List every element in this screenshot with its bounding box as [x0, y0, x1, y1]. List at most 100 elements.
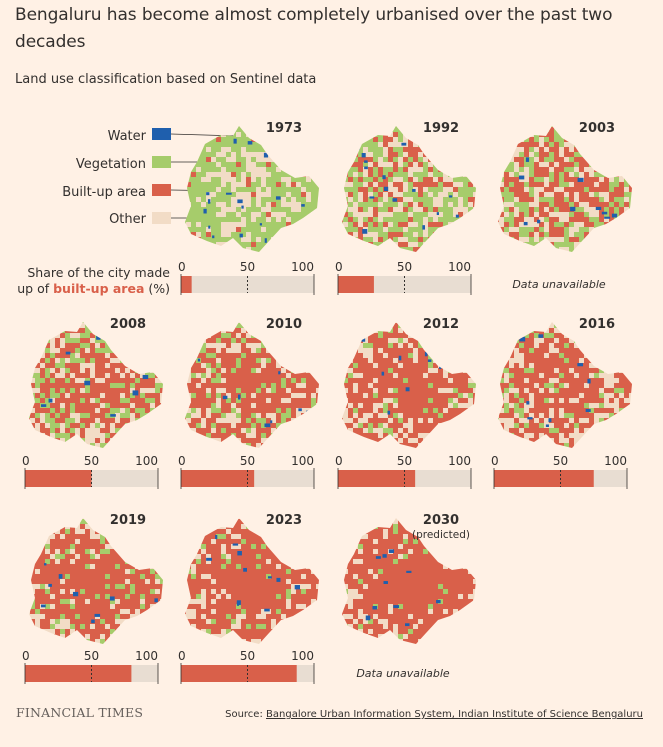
map-cell-1992: [463, 126, 468, 127]
map-cell-2023: [271, 539, 276, 544]
map-cell-2012: [413, 398, 418, 403]
map-cell-2003: [554, 182, 559, 187]
map-cell-2010: [261, 403, 266, 408]
map-cell-2010: [191, 343, 196, 348]
map-cell-1973: [291, 137, 296, 142]
map-cell-2010: [216, 423, 221, 428]
map-cell-2010: [266, 373, 271, 378]
map-cell-2023: [256, 519, 261, 524]
map-cell-2008: [110, 378, 115, 383]
map-cell-2010: [226, 383, 231, 388]
map-cell-2012: [473, 373, 476, 378]
map-cell-2003: [634, 237, 639, 242]
map-cell-1992: [368, 172, 373, 177]
tick-label-1973: 100: [291, 260, 314, 274]
map-cell-2010: [301, 338, 306, 343]
map-cell-1992: [468, 172, 473, 177]
map-cell-2008: [130, 383, 135, 388]
map-cell-2016: [498, 373, 499, 378]
map-cell-2008: [135, 443, 140, 448]
map-cell-1992: [473, 252, 478, 257]
map-cell-2016: [574, 393, 579, 398]
map-cell-2019: [70, 539, 75, 544]
map-cell-2019: [30, 564, 35, 569]
map-cell-2003: [609, 207, 614, 212]
map-cell-1992: [458, 137, 463, 142]
map-cell-1973: [201, 237, 206, 242]
map-cell-2003: [624, 137, 629, 142]
map-cell-2023: [211, 554, 216, 559]
map-cell-1992: [343, 237, 348, 242]
map-cell-2010: [271, 373, 276, 378]
map-cell-2008: [50, 438, 55, 443]
map-cell-2008: [110, 348, 115, 353]
map-cell-2012: [398, 378, 403, 383]
map-cell-2016: [534, 393, 539, 398]
map-cell-2019: [85, 584, 90, 589]
map-cell-2023: [276, 554, 281, 559]
map-water-1992: [449, 147, 456, 151]
map-cell-2016: [499, 423, 504, 428]
map-cell-2012: [368, 443, 373, 448]
map-cell-2019: [165, 534, 170, 539]
map-cell-2008: [40, 448, 45, 453]
map-cell-2012: [463, 323, 468, 328]
map-cell-2016: [544, 368, 549, 373]
map-cell-1973: [321, 197, 326, 202]
map-cell-2016: [599, 428, 604, 433]
map-cell-2012: [353, 368, 358, 373]
map-cell-1973: [201, 167, 206, 172]
map-cell-2016: [629, 333, 632, 338]
map-cell-2012: [433, 388, 438, 393]
map-cell-1973: [301, 197, 306, 202]
map-cell-2008: [140, 353, 145, 358]
map-cell-2023: [246, 534, 251, 539]
map-cell-2012: [458, 398, 463, 403]
map-water-2008: [48, 398, 53, 403]
map-cell-1992: [463, 227, 468, 232]
map-cell-2008: [70, 428, 75, 433]
map-cell-2010: [296, 443, 301, 448]
map-cell-1992: [353, 137, 358, 142]
map-cell-1973: [271, 202, 276, 207]
legend-label-builtup: Built-up area: [62, 185, 146, 200]
map-cell-2003: [559, 157, 564, 162]
map-cell-1973: [186, 187, 191, 192]
map-cell-2010: [286, 353, 291, 358]
map-cell-1973: [221, 217, 226, 222]
map-cell-2012: [448, 348, 453, 353]
map-cell-1973: [226, 252, 231, 257]
map-cell-1973: [186, 126, 191, 127]
map-cell-2010: [206, 353, 211, 358]
map-cell-1992: [478, 197, 483, 202]
map-cell-2008: [160, 443, 163, 448]
map-cell-2010: [261, 433, 266, 438]
map-cell-1973: [211, 222, 216, 227]
map-cell-2012: [428, 373, 433, 378]
map-cell-1992: [368, 187, 373, 192]
map-cell-2016: [554, 388, 559, 393]
map-cell-2003: [614, 202, 619, 207]
map-cell-2008: [120, 358, 125, 363]
map-cell-2016: [554, 323, 559, 328]
map-cell-2012: [473, 328, 476, 333]
map-cell-2008: [40, 328, 45, 333]
map-cell-2016: [589, 398, 594, 403]
map-cell-2008: [110, 353, 115, 358]
map-cell-2008: [95, 448, 100, 453]
map-cell-2008: [55, 353, 60, 358]
map-cell-2008: [50, 383, 55, 388]
map-cell-2012: [423, 378, 428, 383]
map-water-2016: [548, 418, 552, 423]
map-cell-2019: [45, 564, 50, 569]
map-water-2019: [158, 603, 163, 606]
map-cell-2016: [609, 423, 614, 428]
map-cell-2003: [498, 217, 499, 222]
map-cell-1973: [206, 242, 211, 247]
map-cell-2012: [413, 413, 418, 418]
map-cell-2003: [504, 132, 509, 137]
map-cell-1992: [373, 157, 378, 162]
map-cell-2010: [316, 378, 319, 383]
map-cell-1992: [348, 162, 353, 167]
map-water-1973: [264, 238, 267, 243]
